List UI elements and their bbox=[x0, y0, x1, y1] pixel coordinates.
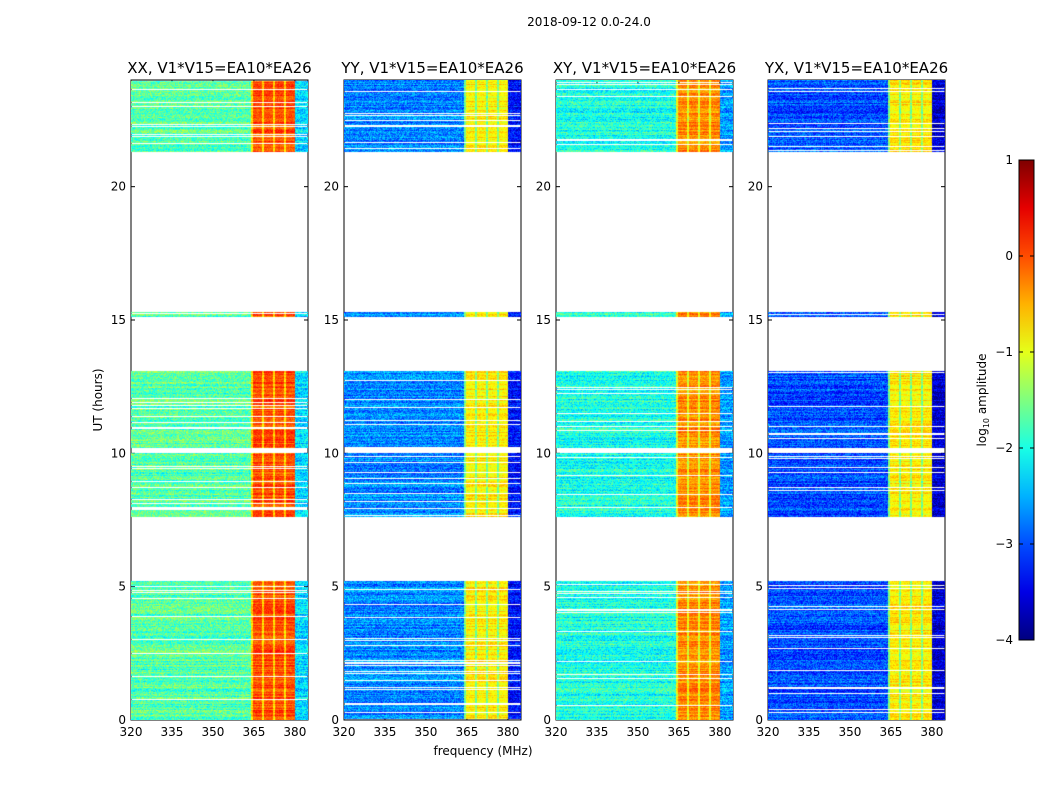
y-tick-label: 20 bbox=[748, 180, 763, 194]
x-tick-label: 335 bbox=[798, 725, 821, 739]
panel-4: YX, V1*V15=EA10*EA26 320 335 350 365 380 0 5 10 1… bbox=[748, 59, 948, 739]
x-tick-label: 380 bbox=[920, 725, 943, 739]
panel-title: YX, V1*V15=EA10*EA26 bbox=[764, 59, 948, 77]
y-tick-label: 20 bbox=[111, 180, 126, 194]
colorbar-tick-label: −1 bbox=[995, 345, 1013, 359]
y-tick-label: 10 bbox=[536, 446, 551, 460]
heatmap-panel-2 bbox=[344, 80, 521, 720]
y-tick-label: 15 bbox=[536, 313, 551, 327]
y-tick-label: 0 bbox=[331, 713, 339, 727]
y-tick-label: 0 bbox=[543, 713, 551, 727]
heatmap-panel-1 bbox=[131, 80, 308, 720]
figure-suptitle: 2018-09-12 0.0-24.0 bbox=[527, 15, 651, 29]
y-tick-label: 15 bbox=[111, 313, 126, 327]
x-tick-label: 380 bbox=[496, 725, 519, 739]
x-tick-label: 380 bbox=[283, 725, 306, 739]
x-tick-label: 335 bbox=[586, 725, 609, 739]
heatmap-panel-4 bbox=[768, 80, 945, 720]
y-tick-label: 20 bbox=[324, 180, 339, 194]
x-tick-label: 365 bbox=[455, 725, 478, 739]
colorbar-tick-label: −2 bbox=[995, 441, 1013, 455]
x-tick-label: 365 bbox=[879, 725, 902, 739]
y-tick-label: 5 bbox=[543, 580, 551, 594]
x-tick-label: 350 bbox=[201, 725, 224, 739]
x-tick-label: 320 bbox=[757, 725, 780, 739]
colorbar-gradient bbox=[1018, 159, 1035, 641]
y-tick-label: 10 bbox=[748, 446, 763, 460]
colorbar-tick-label: 0 bbox=[1005, 249, 1013, 263]
colorbar-tick-label: −3 bbox=[995, 537, 1013, 551]
y-tick-label: 10 bbox=[324, 446, 339, 460]
y-tick-label: 0 bbox=[118, 713, 126, 727]
x-tick-label: 365 bbox=[242, 725, 265, 739]
panel-title: YY, V1*V15=EA10*EA26 bbox=[340, 59, 523, 77]
y-tick-label: 0 bbox=[755, 713, 763, 727]
y-tick-label: 10 bbox=[111, 446, 126, 460]
x-tick-label: 380 bbox=[708, 725, 731, 739]
y-tick-label: 20 bbox=[536, 180, 551, 194]
panel-title: XY, V1*V15=EA10*EA26 bbox=[553, 59, 736, 77]
panel-title: XX, V1*V15=EA10*EA26 bbox=[127, 59, 311, 77]
y-axis-label: UT (hours) bbox=[91, 368, 105, 431]
x-tick-label: 365 bbox=[667, 725, 690, 739]
colorbar-tick-label: −4 bbox=[995, 633, 1013, 647]
x-tick-label: 350 bbox=[626, 725, 649, 739]
colorbar: 1 0 −1 −2 −3 −4 bbox=[995, 153, 1035, 647]
y-tick-label: 15 bbox=[748, 313, 763, 327]
y-tick-label: 5 bbox=[118, 580, 126, 594]
x-axis-label: frequency (MHz) bbox=[433, 744, 532, 758]
x-tick-label: 350 bbox=[414, 725, 437, 739]
colorbar-label: log10 amplitude bbox=[975, 354, 991, 447]
heatmap-panel-3 bbox=[556, 80, 733, 720]
x-tick-label: 350 bbox=[838, 725, 861, 739]
y-tick-label: 5 bbox=[755, 580, 763, 594]
x-tick-label: 335 bbox=[161, 725, 184, 739]
y-tick-label: 15 bbox=[324, 313, 339, 327]
x-tick-label: 335 bbox=[374, 725, 397, 739]
colorbar-tick-label: 1 bbox=[1005, 153, 1013, 167]
x-tick-label: 320 bbox=[545, 725, 568, 739]
x-tick-label: 320 bbox=[333, 725, 356, 739]
x-tick-label: 320 bbox=[120, 725, 143, 739]
y-tick-label: 5 bbox=[331, 580, 339, 594]
